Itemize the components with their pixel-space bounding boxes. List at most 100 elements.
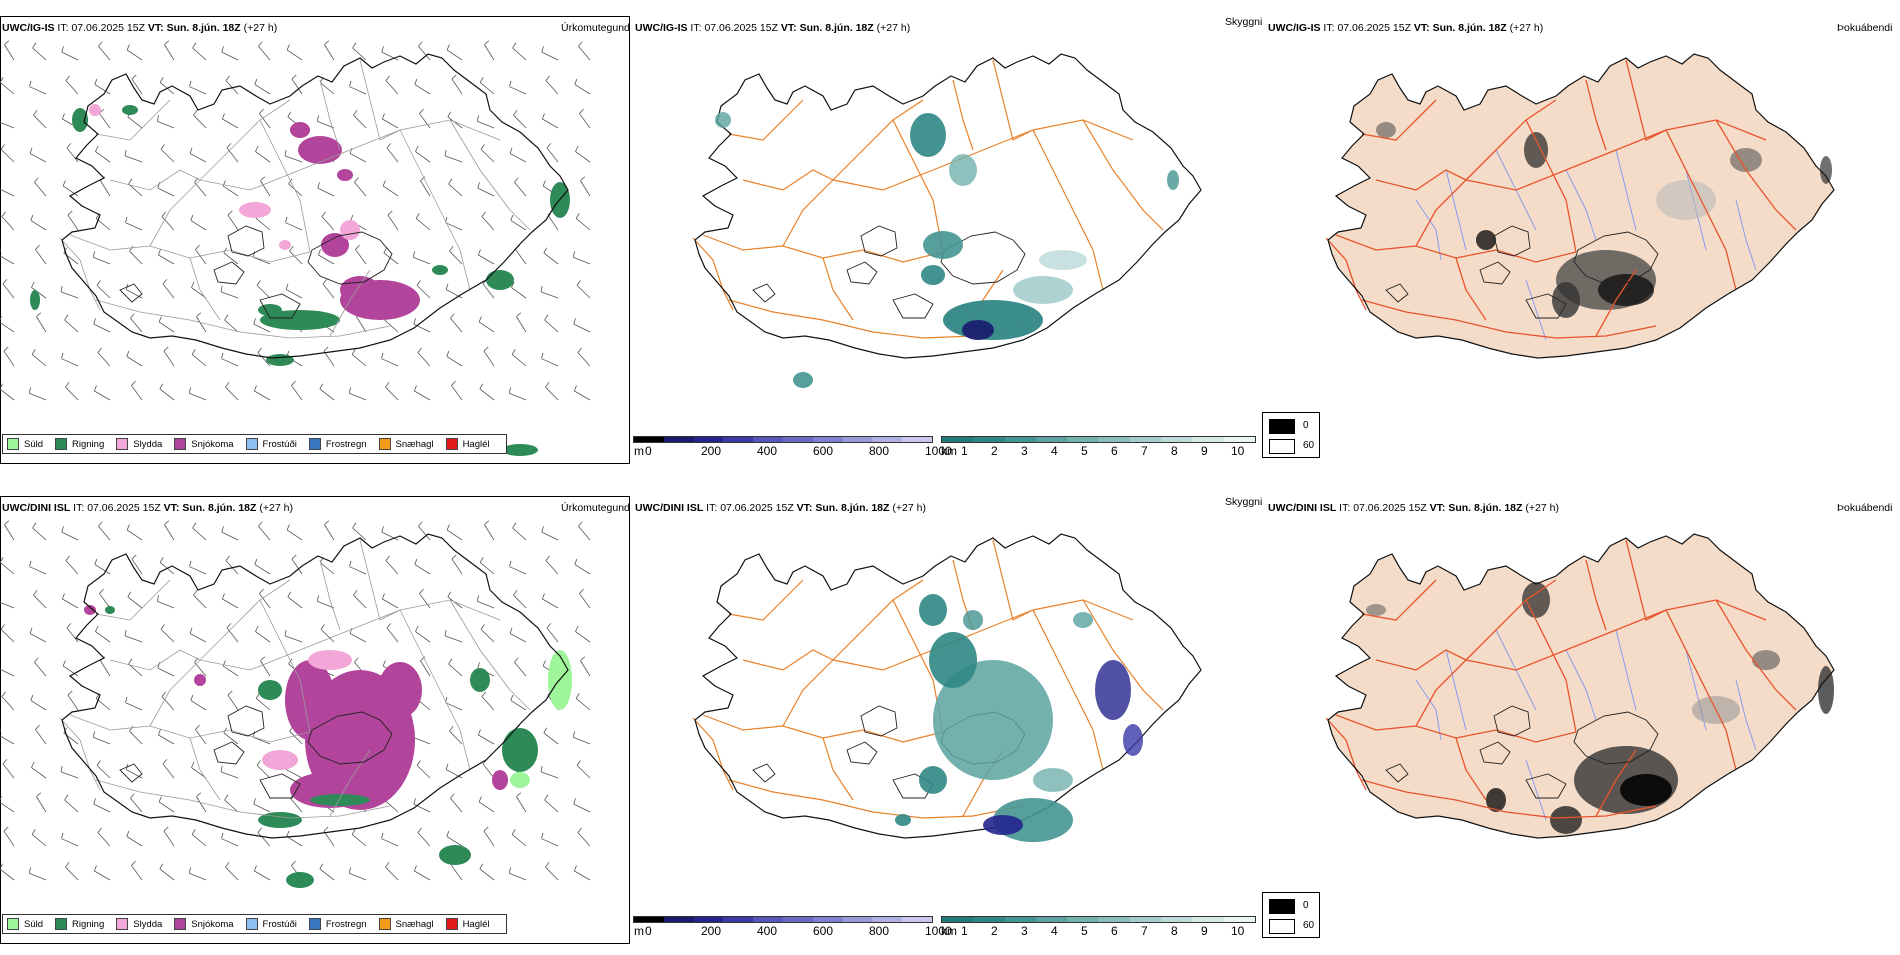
wind-barb xyxy=(29,393,46,400)
wind-barb xyxy=(95,84,110,94)
wind-barb-feather xyxy=(415,559,417,565)
wind-barb-feather xyxy=(317,115,318,121)
wind-barb-feather xyxy=(63,180,65,185)
panel-visibility-top: UWC/IG-IS IT: 07.06.2025 15Z VT: Sun. 8.… xyxy=(633,0,1266,475)
wind-barb xyxy=(542,119,558,128)
wind-barb-feather xyxy=(516,793,520,797)
precip-area xyxy=(122,105,138,115)
colorbar-cell xyxy=(1067,917,1098,922)
wind-barb xyxy=(100,181,110,196)
wind-barb xyxy=(129,251,142,264)
wind-barb xyxy=(388,215,398,230)
wind-barb xyxy=(484,525,494,540)
colorbar-cell xyxy=(753,437,783,442)
wind-barb-feather xyxy=(512,829,515,834)
wind-barb xyxy=(414,871,430,880)
wind-barb-feather xyxy=(131,861,135,865)
legend-swatch xyxy=(116,918,128,930)
wind-barb xyxy=(479,802,494,812)
wind-barb-feather xyxy=(33,523,36,528)
legend-item: Haglél xyxy=(446,438,490,450)
wind-barb xyxy=(574,391,590,400)
legend-swatch xyxy=(446,438,458,450)
wind-barb-feather xyxy=(93,251,94,257)
visibility-area xyxy=(949,154,977,186)
wind-barb-feather xyxy=(259,589,263,593)
wind-barb xyxy=(516,317,526,332)
wind-barb-feather xyxy=(578,522,582,527)
wind-barb xyxy=(580,661,590,676)
legend-label: Haglél xyxy=(463,439,490,450)
wind-barb xyxy=(574,804,590,812)
panel-title: UWC/DINI ISL IT: 07.06.2025 15Z VT: Sun.… xyxy=(2,502,293,514)
wind-barb-feather xyxy=(545,315,548,320)
wind-barb-feather xyxy=(30,628,32,634)
wind-barb xyxy=(66,561,78,574)
wind-barb-feather xyxy=(161,145,164,150)
precip-area xyxy=(439,845,471,865)
scale-tick-m: 600 xyxy=(813,924,833,938)
visibility-area xyxy=(1039,250,1087,270)
wind-barb-feather xyxy=(510,81,511,87)
wind-barb xyxy=(0,82,14,94)
wind-barb xyxy=(98,833,110,846)
road-line xyxy=(743,650,833,670)
wind-barb xyxy=(579,593,590,608)
wind-barb-feather xyxy=(382,526,384,532)
wind-barb xyxy=(573,257,590,264)
wind-barb xyxy=(3,764,14,778)
wind-barb-feather xyxy=(541,766,542,772)
wind-barb xyxy=(575,84,590,94)
wind-barb xyxy=(225,867,238,880)
colorbar-cell xyxy=(843,917,873,922)
wind-barb-feather xyxy=(189,867,190,873)
precip-area xyxy=(290,122,310,138)
wind-barb-feather xyxy=(481,145,484,150)
wind-barb-feather xyxy=(95,146,98,151)
wind-barb xyxy=(575,564,590,574)
wind-barb-feather xyxy=(484,827,488,831)
wind-barb xyxy=(382,599,398,608)
wind-barb-feather xyxy=(4,347,8,351)
wind-barb xyxy=(386,561,398,574)
wind-barb xyxy=(32,834,46,846)
wind-barb-feather xyxy=(542,593,544,599)
wind-barb xyxy=(126,703,142,710)
wind-barb-feather xyxy=(129,659,132,664)
wind-barb-feather xyxy=(388,211,392,215)
wind-barb xyxy=(93,737,110,744)
wind-barb xyxy=(129,731,142,744)
wind-barb xyxy=(162,697,174,710)
road-line xyxy=(743,170,833,190)
wind-barb-feather xyxy=(484,41,488,45)
legend-item: Slydda xyxy=(116,438,162,450)
scale-tick-km: 7 xyxy=(1141,924,1148,938)
wind-barb xyxy=(349,873,366,880)
wind-barb xyxy=(352,354,366,366)
wind-barb xyxy=(160,869,174,880)
wind-barb-feather xyxy=(542,113,544,119)
legend-item: Rigning xyxy=(55,918,104,930)
wind-barb xyxy=(478,188,494,196)
wind-barb-feather xyxy=(382,46,384,52)
wind-barb-feather xyxy=(191,762,194,767)
wind-barb-feather xyxy=(193,43,196,48)
wind-barb-feather xyxy=(162,212,166,217)
wind-barb xyxy=(4,525,14,540)
wind-barb xyxy=(477,121,494,128)
visibility-area xyxy=(1073,612,1093,628)
wind-barb xyxy=(33,48,46,60)
wind-barb-feather xyxy=(318,182,320,188)
wind-barb xyxy=(578,353,590,366)
wind-barb xyxy=(383,186,398,196)
wind-barb xyxy=(127,530,142,540)
visibility-area xyxy=(1013,276,1073,304)
legend-swatch xyxy=(379,918,391,930)
wind-barb xyxy=(480,869,494,880)
visibility-area xyxy=(919,766,947,794)
colorbar-cell xyxy=(1005,437,1036,442)
wind-barb xyxy=(547,628,558,642)
wind-barb xyxy=(541,292,558,298)
wind-barb-feather xyxy=(163,279,167,283)
wind-barb xyxy=(516,797,526,812)
